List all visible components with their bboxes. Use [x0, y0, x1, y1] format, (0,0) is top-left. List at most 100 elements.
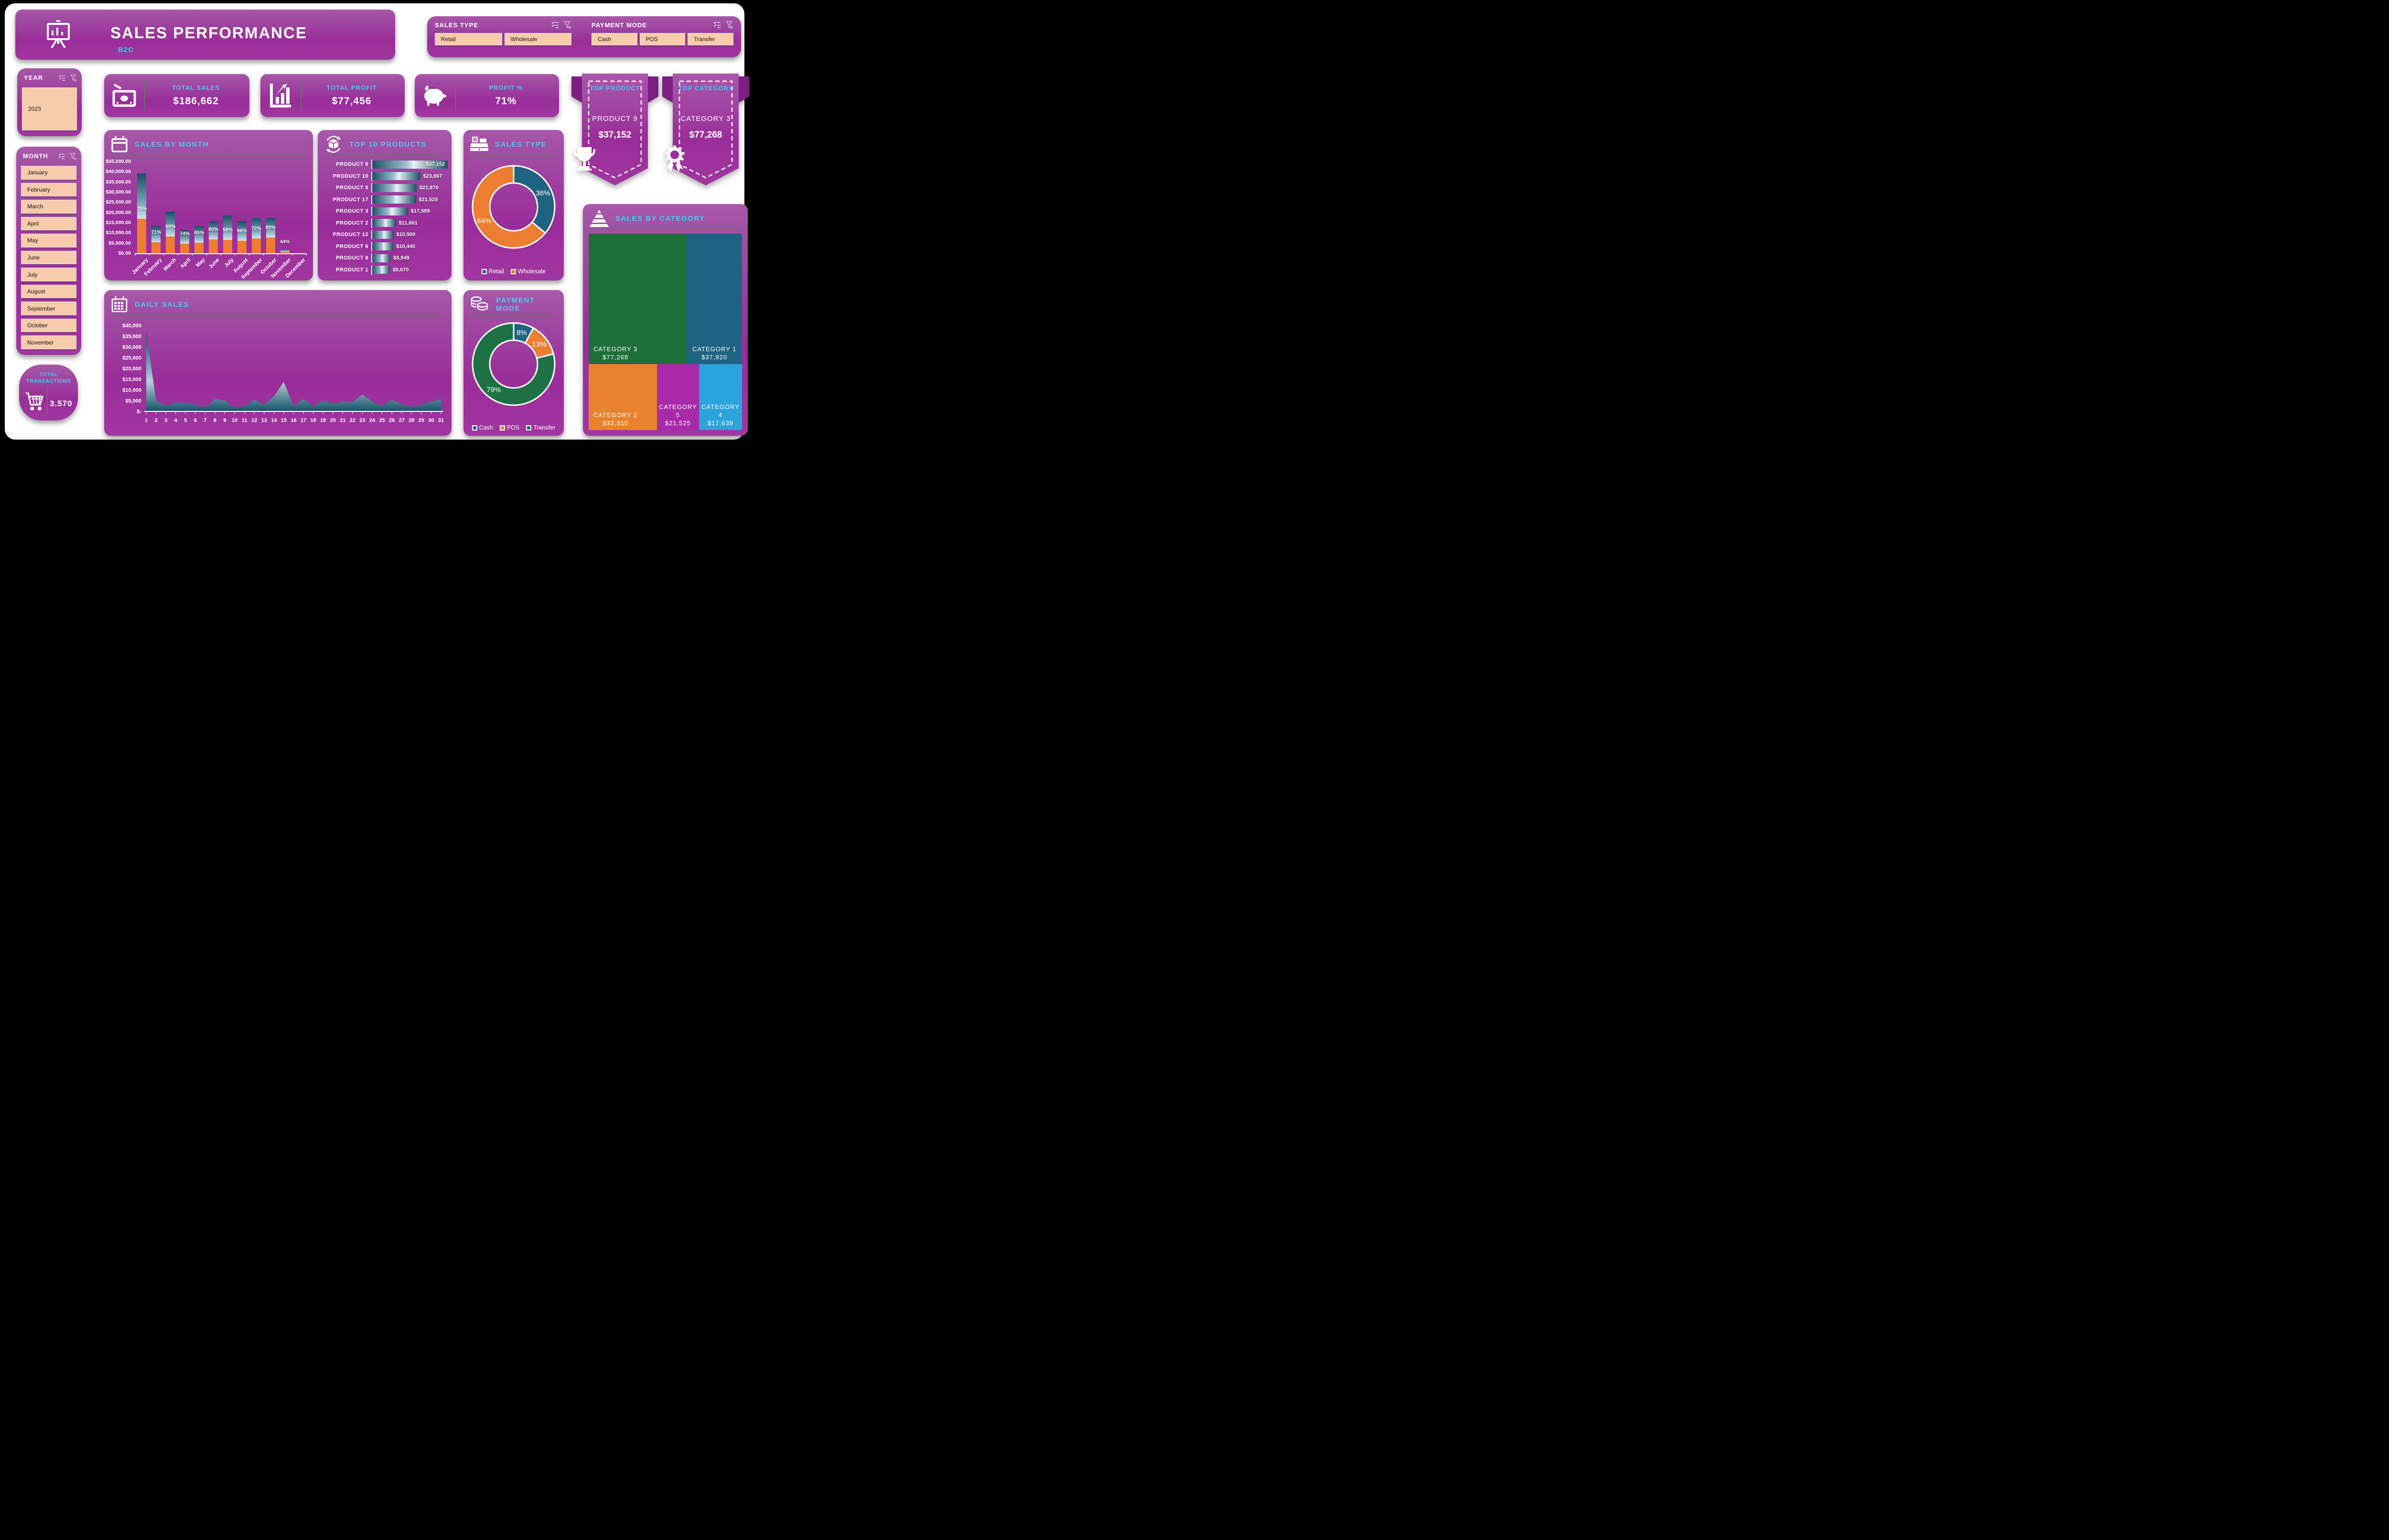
month-bar-pct-label: 69%: [165, 223, 176, 229]
product-row: PRODUCT 2 $11,661: [323, 218, 448, 228]
donut-slice-wholesale: [472, 165, 547, 249]
month-bar-pct-label: 66%: [237, 227, 247, 234]
slicer-option-july[interactable]: July: [21, 268, 76, 281]
sales-by-month-title: SALES BY MONTH: [135, 140, 209, 149]
product-cycle-icon: [324, 135, 343, 153]
legend-swatch: [481, 269, 487, 274]
slicer-option-transfer[interactable]: Transfer: [688, 33, 734, 45]
multiselect-icon[interactable]: [59, 74, 65, 81]
month-bar-pct-label: 65%: [194, 230, 204, 236]
product-value-label: $37,152: [426, 162, 445, 167]
x-tick-label: 29: [419, 418, 424, 423]
y-tick-label: $35,000.00: [106, 179, 131, 185]
clear-filter-icon[interactable]: [564, 21, 571, 29]
product-row: PRODUCT 8 $8,949: [323, 253, 448, 263]
clear-filter-icon[interactable]: [726, 21, 733, 29]
top-slicer-card: SALES TYPE Retail Wholesale PAYMENT MODE …: [427, 16, 741, 57]
x-tick-label: 8: [214, 418, 216, 423]
slicer-option-march[interactable]: March: [21, 200, 76, 214]
slicer-option-may[interactable]: May: [21, 234, 76, 248]
top-product-label: TOP PRODUCT: [590, 85, 640, 92]
month-bar-july: [223, 215, 232, 253]
product-value-label: $8,670: [392, 267, 409, 273]
slicer-option-october[interactable]: October: [21, 318, 76, 333]
x-tick-label: 1: [145, 418, 148, 423]
sales-type-title: SALES TYPE: [495, 140, 547, 149]
cash-register-icon: [470, 136, 488, 153]
slicer-option-september[interactable]: September: [21, 302, 76, 315]
y-tick-label: $25,000: [122, 355, 141, 361]
divider: [455, 80, 456, 111]
month-bar-april: [180, 230, 190, 253]
product-bar: [372, 266, 390, 274]
slicer-option-2023[interactable]: 2023: [22, 87, 77, 130]
slicer-option-april[interactable]: April: [21, 216, 76, 231]
product-bar: [372, 172, 420, 181]
banknote-icon: [112, 83, 137, 108]
legend-swatch: [499, 425, 505, 431]
multiselect-icon[interactable]: [713, 21, 721, 29]
treemap-name: CATEGORY 4: [701, 403, 740, 419]
x-tick-label: 28: [409, 418, 414, 423]
total-profit-label: TOTAL PROFIT: [326, 84, 377, 91]
slicer-option-wholesale[interactable]: Wholesale: [504, 33, 571, 45]
slicer-option-november[interactable]: November: [21, 335, 76, 350]
month-bar-pct-label: 44%: [280, 238, 290, 245]
total-sales-kpi-card: TOTAL SALES $186,662: [104, 74, 249, 117]
y-tick-label: $0.00: [118, 250, 131, 256]
month-bar-pct-label: 75%: [137, 206, 147, 212]
x-tick-label: 31: [438, 418, 444, 423]
product-row: PRODUCT 3 $17,589: [323, 206, 448, 216]
y-tick-label: $40,000.00: [106, 169, 131, 175]
x-tick-label: 19: [320, 418, 326, 423]
donut-pct-label: 8%: [517, 329, 527, 337]
x-tick-label: July: [223, 257, 235, 269]
month-slicer-buttons: January February March April May June July Augu…: [21, 166, 76, 350]
top-category-ribbon: TOP CATEGORY CATEGORY 3 $77,268: [662, 74, 749, 193]
x-tick-label: 9: [223, 418, 226, 423]
multiselect-icon[interactable]: [58, 152, 65, 160]
donut-pct-label: 79%: [486, 386, 501, 394]
product-row: PRODUCT 5 $21,870: [323, 183, 448, 193]
slicer-option-january[interactable]: January: [21, 166, 76, 180]
slicer-option-august[interactable]: August: [21, 284, 76, 299]
treemap-name: CATEGORY 5: [659, 403, 697, 419]
dashboard-frame: SALES PERFORMANCE B2C SALES TYPE Retail W…: [0, 0, 749, 443]
slicer-option-pos[interactable]: POS: [639, 33, 686, 45]
clear-filter-icon[interactable]: [70, 152, 76, 160]
y-tick-label: $30,000: [122, 345, 141, 350]
treemap-block-category-3: CATEGORY 3 $77,268: [589, 234, 687, 365]
slicer-option-retail[interactable]: Retail: [435, 33, 502, 45]
slicer-option-june[interactable]: June: [21, 250, 76, 265]
legend-item-retail: Retail: [481, 268, 504, 275]
x-tick-label: March: [162, 257, 178, 272]
treemap-value: $32,310: [603, 419, 629, 427]
y-tick-label: $5,000: [125, 398, 141, 404]
daily-sales-area: [146, 332, 441, 411]
top-10-products-card: TOP 10 PRODUCTS PRODUCT 9 $37,152 PRODUCT …: [318, 130, 452, 280]
slicer-option-february[interactable]: February: [21, 183, 76, 197]
clear-filter-icon[interactable]: [70, 74, 77, 81]
slicer-option-cash[interactable]: Cash: [592, 33, 637, 45]
product-bar: [372, 242, 394, 251]
divider: [591, 229, 740, 230]
top-10-products-rows: PRODUCT 9 $37,152 PRODUCT 10 $23,667 PRODUCT…: [323, 160, 448, 275]
y-tick-label: $35,000: [122, 334, 141, 340]
month-bar-pct-label: 58%: [222, 227, 233, 233]
product-bar: [372, 195, 416, 204]
month-bar-pct-label: 71%: [151, 229, 161, 235]
product-bar: [372, 219, 396, 227]
y-tick-label: $25,000.00: [106, 199, 131, 205]
y-tick-label: $15,000.00: [106, 220, 131, 226]
category-treemap: CATEGORY 3 $77,268 CATEGORY 1 $37,920 CATEGO…: [589, 234, 742, 430]
x-tick-label: 15: [281, 418, 287, 423]
total-transactions-label: TOTAL TRANSACTIONS: [26, 372, 71, 384]
month-bar-february: [151, 226, 161, 253]
multiselect-icon[interactable]: [551, 21, 559, 29]
month-bar-january: [137, 173, 147, 253]
product-bar: [372, 183, 417, 192]
month-bar-pct-label: 72%: [251, 226, 261, 232]
top-product-value: $37,152: [598, 130, 632, 140]
sales-by-month-card: SALES BY MONTH $45,000.00 $40,000.00 $35,0…: [104, 130, 313, 280]
treemap-name: CATEGORY 2: [593, 411, 638, 419]
